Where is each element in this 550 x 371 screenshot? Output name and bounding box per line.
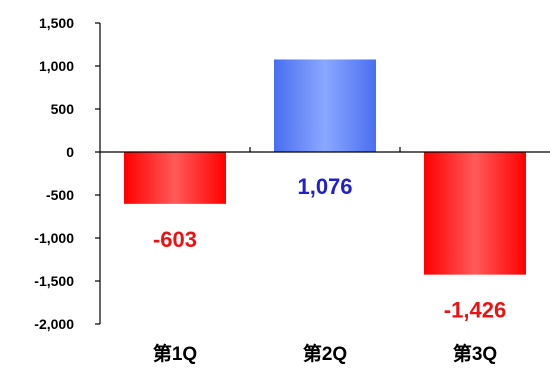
bar-1 <box>124 152 226 204</box>
data-label-1: -603 <box>153 227 197 252</box>
data-label-3: -1,426 <box>444 298 506 323</box>
bars <box>124 59 526 275</box>
category-label: 第1Q <box>153 342 197 365</box>
y-tick-label: -500 <box>46 187 74 203</box>
category-label: 第2Q <box>303 342 347 365</box>
y-tick-label: -1,000 <box>34 230 74 246</box>
y-tick-label: 500 <box>51 101 75 117</box>
y-axis: 1,500 1,000 500 0 -500 -1,000 -1,500 -2,000 <box>34 15 101 332</box>
category-label: 第3Q <box>453 342 497 365</box>
y-tick-label: -1,500 <box>34 273 74 289</box>
y-tick-label: 0 <box>66 144 74 160</box>
bar-3 <box>424 152 526 275</box>
data-labels: -603 1,076 -1,426 <box>153 174 506 323</box>
y-tick-label: -2,000 <box>34 316 74 332</box>
y-tick-label: 1,500 <box>39 15 74 31</box>
x-axis: 第1Q 第2Q 第3Q <box>100 147 550 365</box>
y-tick-label: 1,000 <box>39 58 74 74</box>
bar-2 <box>274 59 376 152</box>
data-label-2: 1,076 <box>297 174 352 199</box>
